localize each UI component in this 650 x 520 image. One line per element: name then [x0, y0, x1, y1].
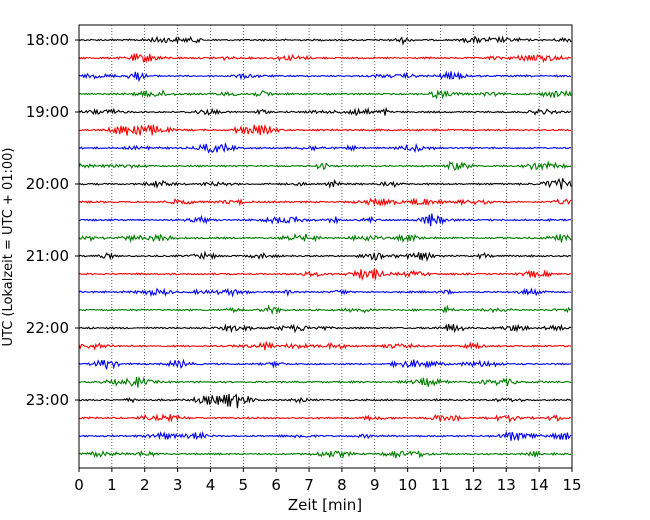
- seismic-trace: [78, 106, 572, 117]
- plot-background: [79, 25, 572, 468]
- x-tick-label: 2: [140, 476, 150, 494]
- seismic-trace: [78, 250, 572, 262]
- seismic-trace: [78, 430, 572, 441]
- x-tick-label: 5: [239, 476, 249, 494]
- seismic-trace: [78, 177, 572, 190]
- seismic-trace: [78, 141, 572, 154]
- x-tick-label: 6: [271, 476, 281, 494]
- y-tick-label: 21:00: [26, 247, 69, 265]
- seismic-trace: [78, 70, 572, 83]
- seismic-trace: [78, 393, 572, 409]
- y-tick-label: 18:00: [26, 31, 69, 49]
- x-tick-label: 10: [398, 476, 417, 494]
- seismic-trace: [78, 375, 572, 388]
- seismic-trace: [78, 287, 572, 298]
- seismic-trace: [78, 160, 572, 172]
- seismic-trace: [78, 35, 572, 46]
- seismic-trace: [78, 197, 572, 207]
- seismic-trace: [78, 340, 572, 351]
- plot-frame: [78, 24, 573, 469]
- y-tick-label: 22:00: [26, 319, 69, 337]
- grid-lines: [111, 25, 540, 468]
- x-tick-label: 3: [173, 476, 183, 494]
- x-tick-label: 8: [337, 476, 347, 494]
- x-tick-label: 13: [497, 476, 516, 494]
- y-tick-label: 20:00: [26, 175, 69, 193]
- x-tick-label: 7: [304, 476, 314, 494]
- x-axis-title: Zeit [min]: [288, 496, 362, 514]
- seismic-trace: [78, 358, 572, 370]
- seismic-trace: [78, 268, 572, 282]
- x-tick-label: 4: [206, 476, 216, 494]
- x-tick-label: 15: [562, 476, 581, 494]
- x-tick-label: 1: [107, 476, 117, 494]
- seismic-trace: [78, 123, 572, 136]
- seismic-trace: [78, 323, 572, 334]
- seismic-trace: [78, 449, 572, 459]
- y-tick-label: 19:00: [26, 103, 69, 121]
- x-tick-label: 9: [370, 476, 380, 494]
- seismic-trace: [78, 53, 572, 64]
- x-tick-label: 11: [431, 476, 450, 494]
- seismic-traces: [78, 35, 572, 459]
- seismic-trace: [78, 304, 572, 315]
- seismic-trace: [78, 213, 572, 227]
- y-tick-label: 23:00: [26, 391, 69, 409]
- seismic-trace: [78, 89, 572, 100]
- x-tick-label: 12: [464, 476, 483, 494]
- x-tick-label: 14: [530, 476, 549, 494]
- x-tick-label: 0: [74, 476, 84, 494]
- seismic-trace: [78, 232, 572, 244]
- y-axis-title: UTC (Lokalzeit = UTC + 01:00): [1, 148, 16, 347]
- y-axis-ticks: 18:00 19:00 20:00 21:00 22:00 23:00: [26, 31, 79, 409]
- x-axis-ticks: 0 1 2 3 4 5 6 7 8 9 10 11 12 13 14 15: [74, 468, 582, 494]
- seismic-trace: [78, 413, 572, 424]
